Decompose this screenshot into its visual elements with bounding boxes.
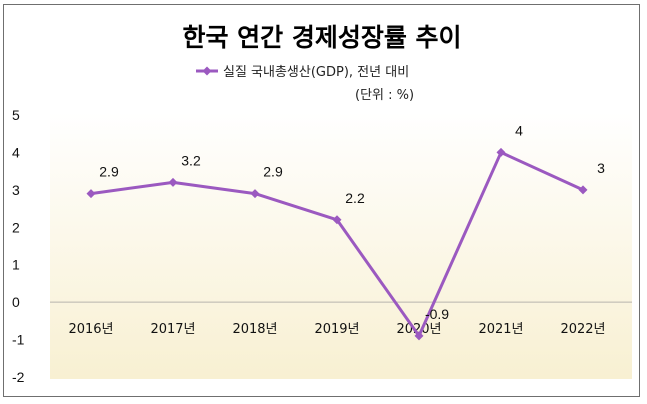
data-point-diamond: [332, 215, 342, 225]
data-label: -0.9: [425, 306, 449, 322]
x-tick-label: 2022년: [560, 322, 605, 337]
data-point-diamond: [168, 177, 178, 187]
data-point-diamond: [250, 189, 260, 199]
x-tick-label: 2016년: [68, 322, 113, 337]
data-label: 2.9: [263, 164, 283, 180]
unit-note: (단위 : %): [355, 88, 414, 103]
data-point-diamond: [86, 189, 96, 199]
chart-frame: 한국 연간 경제성장률 추이 실질 국내총생산(GDP), 전년 대비 (단위 …: [3, 4, 640, 397]
data-label: 3.2: [181, 152, 201, 168]
chart: 한국 연간 경제성장률 추이 실질 국내총생산(GDP), 전년 대비 (단위 …: [12, 23, 632, 385]
x-axis-ticks: 2016년 2017년 2018년 2019년 2020년 2021년 2022년: [68, 322, 605, 337]
x-tick-label: 2018년: [232, 322, 277, 337]
legend-diamond-icon: [202, 66, 212, 76]
data-label: 3: [597, 160, 605, 176]
y-tick-label: -1: [12, 332, 25, 348]
plot-area: [50, 113, 632, 379]
y-tick-label: 0: [12, 294, 20, 310]
data-label: 2.9: [99, 164, 119, 180]
data-labels: 2.9 3.2 2.9 2.2 -0.9 4 3: [99, 122, 605, 321]
series-gdp: [86, 147, 588, 341]
y-tick-label: 2: [12, 219, 20, 235]
data-label: 2.2: [345, 190, 365, 206]
chart-title: 한국 연간 경제성장률 추이: [182, 23, 461, 52]
y-tick-label: 4: [12, 144, 20, 160]
data-point-diamond: [496, 147, 506, 157]
legend: 실질 국내총생산(GDP), 전년 대비: [196, 65, 409, 80]
y-axis-ticks: -2 -1 0 1 2 3 4 5: [12, 107, 25, 385]
data-point-diamond: [578, 185, 588, 195]
x-tick-label: 2021년: [478, 322, 523, 337]
data-point-diamond: [414, 331, 424, 341]
x-tick-label: 2019년: [314, 322, 359, 337]
legend-label: 실질 국내총생산(GDP), 전년 대비: [223, 65, 409, 80]
x-tick-label: 2020년: [396, 322, 441, 337]
y-tick-label: 3: [12, 182, 20, 198]
y-tick-label: 5: [12, 107, 20, 123]
y-tick-label: -2: [12, 369, 25, 385]
y-tick-label: 1: [12, 257, 20, 273]
data-label: 4: [515, 122, 523, 138]
x-tick-label: 2017년: [150, 322, 195, 337]
